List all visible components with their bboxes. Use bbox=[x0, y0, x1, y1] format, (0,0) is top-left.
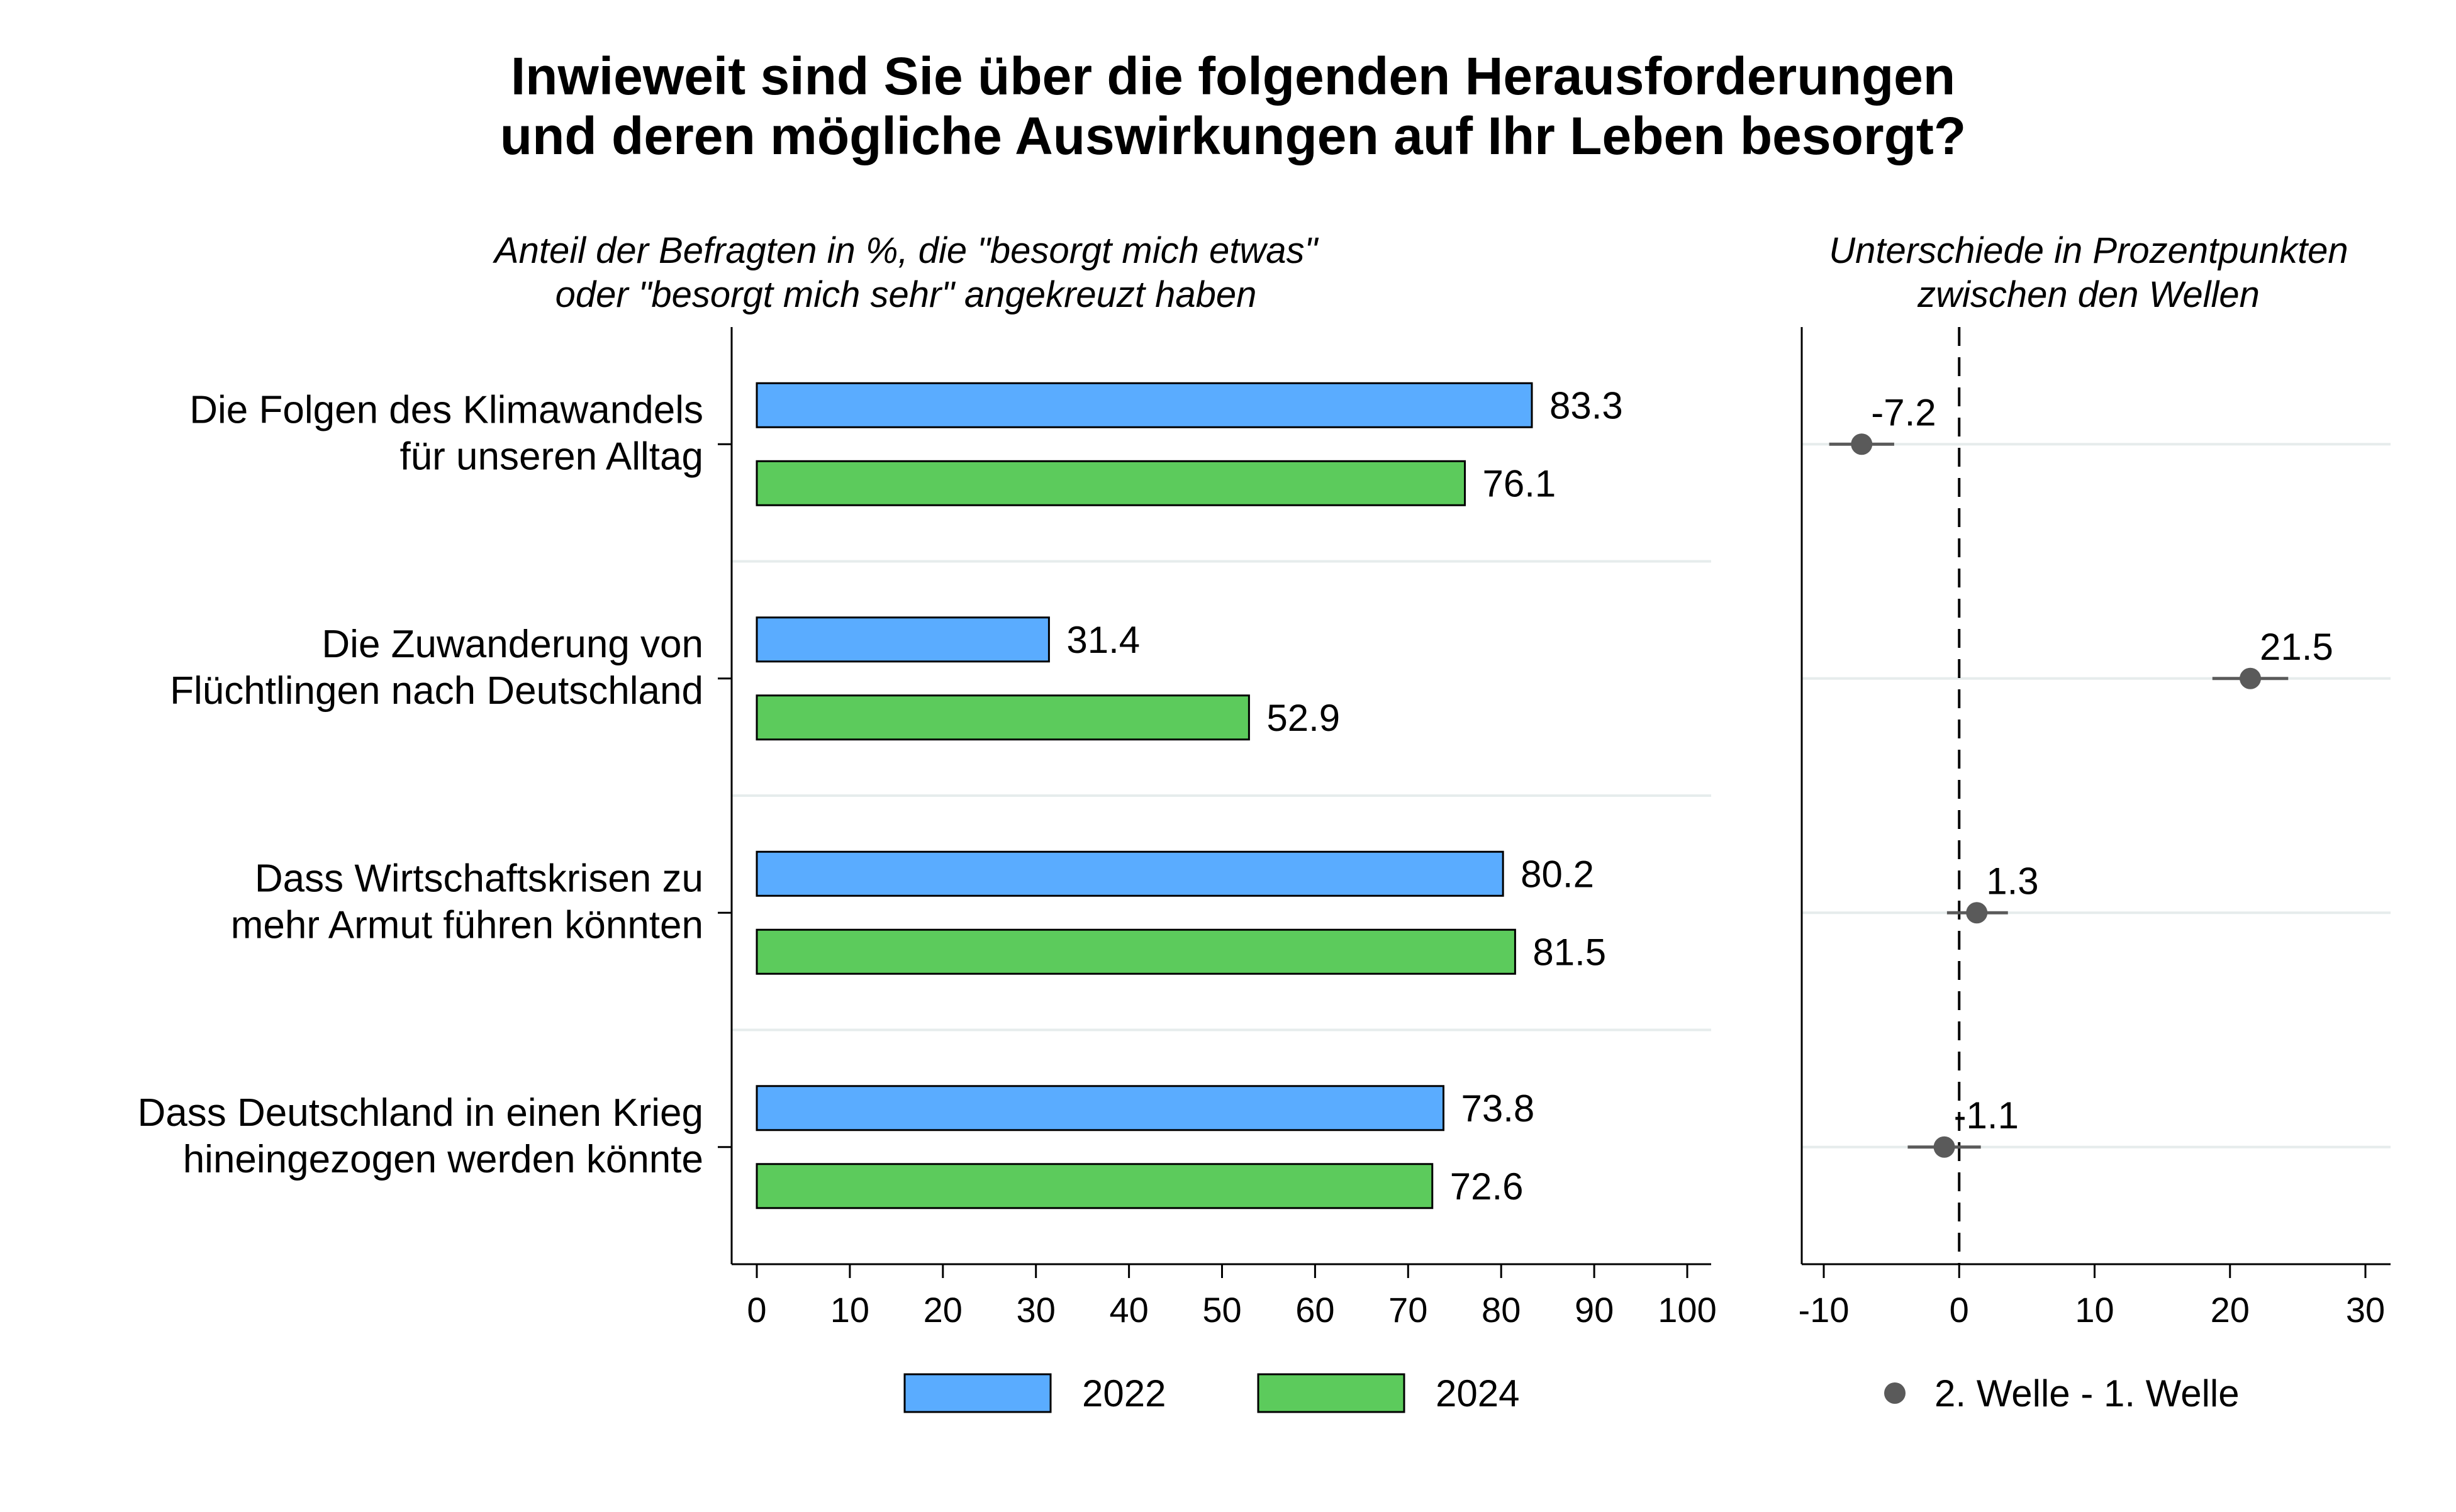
right-x-tick-label: 20 bbox=[2211, 1290, 2250, 1330]
left-x-tick-label: 0 bbox=[747, 1290, 766, 1330]
value-label-2024-4: 72.6 bbox=[1450, 1165, 1524, 1208]
diff-point-1 bbox=[1851, 433, 1873, 455]
right-x-tick-label: 0 bbox=[1950, 1290, 1969, 1330]
category-label-4-line-1: Dass Deutschland in einen Krieg bbox=[137, 1091, 703, 1135]
diff-value-label-2: 21.5 bbox=[2260, 626, 2333, 668]
category-label-3-line-1: Dass Wirtschaftskrisen zu bbox=[255, 857, 703, 900]
right-gridlines bbox=[1802, 443, 2391, 1148]
category-label-1-line-2: für unseren Alltag bbox=[399, 435, 703, 478]
bar-2022-3 bbox=[756, 850, 1504, 897]
value-label-2022-3: 80.2 bbox=[1521, 853, 1594, 895]
right-points bbox=[1829, 433, 2289, 1158]
title-line-2: und deren mögliche Auswirkungen auf Ihr … bbox=[500, 106, 1966, 165]
right-subtitle-line-2: zwischen den Wellen bbox=[1917, 274, 2260, 315]
value-label-2022-2: 31.4 bbox=[1066, 619, 1140, 661]
left-x-tick-label: 70 bbox=[1388, 1290, 1427, 1330]
category-label-2-line-1: Die Zuwanderung von bbox=[321, 623, 703, 666]
right-legend: 2. Welle - 1. Welle bbox=[1884, 1372, 2240, 1415]
diff-point-3 bbox=[1966, 902, 1988, 924]
title-line-1: Inwieweit sind Sie über die folgenden He… bbox=[511, 47, 1955, 106]
left-axes: 0 10 20 30 40 50 60 70 80 90 100 bbox=[718, 327, 1717, 1330]
right-x-tick-label: 30 bbox=[2346, 1290, 2385, 1330]
left-x-tick-label: 20 bbox=[924, 1290, 963, 1330]
bar-2024-4 bbox=[756, 1163, 1434, 1209]
bar-2024-3 bbox=[756, 928, 1516, 975]
left-panel: Anteil der Befragten in %, die "besorgt … bbox=[137, 230, 1716, 1415]
right-subtitle-line-1: Unterschiede in Prozentpunkten bbox=[1829, 230, 2348, 271]
right-value-labels: -7.2 21.5 1.3 -1.1 bbox=[1871, 391, 2333, 1137]
diff-value-label-4: -1.1 bbox=[1954, 1094, 2019, 1137]
left-x-tick-label: 40 bbox=[1109, 1290, 1148, 1330]
value-label-2024-2: 52.9 bbox=[1266, 697, 1340, 739]
bar-2024-1 bbox=[756, 460, 1466, 506]
legend-label-difference: 2. Welle - 1. Welle bbox=[1934, 1372, 2240, 1415]
category-label-2-line-2: Flüchtlingen nach Deutschland bbox=[170, 669, 703, 713]
bar-2022-1 bbox=[756, 382, 1533, 428]
legend-label-2024: 2024 bbox=[1436, 1372, 1519, 1415]
value-label-2024-3: 81.5 bbox=[1532, 931, 1606, 973]
left-bars bbox=[756, 382, 1533, 1209]
value-label-2024-1: 76.1 bbox=[1483, 462, 1556, 504]
right-axes: -10 0 10 20 30 bbox=[1799, 327, 2391, 1330]
right-x-tick-label: -10 bbox=[1799, 1290, 1850, 1330]
legend-swatch-2024 bbox=[1257, 1373, 1405, 1413]
bar-2022-4 bbox=[756, 1085, 1445, 1131]
category-label-3-line-2: mehr Armut führen könnten bbox=[231, 903, 703, 947]
left-x-tick-label: 80 bbox=[1482, 1290, 1521, 1330]
left-gridlines bbox=[732, 560, 1711, 1031]
legend-swatch-2022 bbox=[903, 1373, 1052, 1413]
left-x-tick-label: 10 bbox=[830, 1290, 869, 1330]
category-label-1-line-1: Die Folgen des Klimawandels bbox=[189, 388, 703, 431]
value-label-2022-1: 83.3 bbox=[1549, 384, 1623, 426]
category-label-4-line-2: hineingezogen werden könnte bbox=[183, 1138, 703, 1181]
left-x-tick-label: 90 bbox=[1575, 1290, 1614, 1330]
left-x-tick-label: 30 bbox=[1017, 1290, 1056, 1330]
right-panel: Unterschiede in Prozentpunkten zwischen … bbox=[1799, 230, 2391, 1415]
diff-value-label-1: -7.2 bbox=[1871, 391, 1936, 433]
value-label-2022-4: 73.8 bbox=[1461, 1087, 1535, 1130]
legend-point-marker bbox=[1884, 1382, 1906, 1404]
left-x-tick-label: 60 bbox=[1295, 1290, 1334, 1330]
left-x-tick-label: 50 bbox=[1202, 1290, 1241, 1330]
left-legend: 2022 2024 bbox=[903, 1372, 1519, 1415]
diff-value-label-3: 1.3 bbox=[1986, 860, 2038, 902]
figure-title: Inwieweit sind Sie über die folgenden He… bbox=[500, 47, 1966, 165]
left-subtitle-line-1: Anteil der Befragten in %, die "besorgt … bbox=[493, 230, 1319, 271]
bar-2024-2 bbox=[756, 694, 1250, 741]
left-subtitle-line-2: oder "besorgt mich sehr" angekreuzt habe… bbox=[555, 274, 1257, 315]
bar-2022-2 bbox=[756, 616, 1050, 663]
legend-label-2022: 2022 bbox=[1082, 1372, 1166, 1415]
diff-point-2 bbox=[2240, 667, 2262, 689]
left-value-labels: 83.3 31.4 80.2 73.8 76.1 52.9 81.5 72.6 bbox=[1066, 384, 1622, 1208]
diff-point-4 bbox=[1933, 1136, 1955, 1158]
right-x-tick-label: 10 bbox=[2075, 1290, 2114, 1330]
left-x-tick-label: 100 bbox=[1658, 1290, 1716, 1330]
